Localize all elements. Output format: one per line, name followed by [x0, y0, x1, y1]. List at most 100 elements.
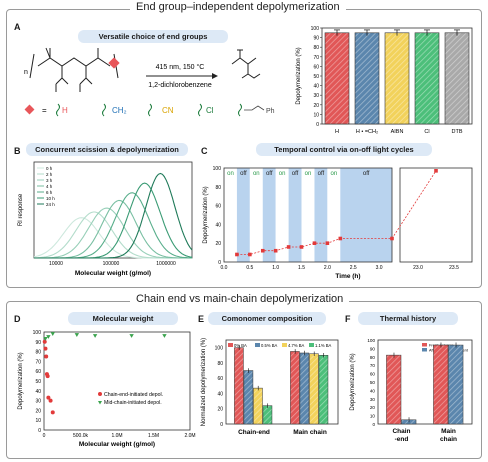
y-tick-label: 80	[217, 361, 223, 367]
panel-a-pill: Versatile choice of end groups	[78, 30, 228, 43]
state-band	[327, 168, 341, 262]
data-point	[260, 248, 265, 253]
chart-a: 0 10 20 30 40 50 60 70 80 90 100 H H • =CH₂ AIBN Cl DTB…	[296, 26, 473, 135]
data-point	[338, 236, 343, 241]
x-tick-label: Chain-end	[238, 429, 270, 436]
panel-a-scheme: n 415 nm, 150 °C 1,2-dichlorobenzene = H…	[24, 47, 275, 117]
y-tick-label: 80	[215, 185, 221, 191]
data-point	[273, 248, 278, 253]
panel-b-letter: B	[14, 146, 21, 156]
data-point	[286, 245, 291, 249]
y-tick-label: 60	[217, 376, 223, 382]
y-tick-label: 60	[313, 64, 319, 70]
y-tick-label: 70	[370, 363, 376, 368]
bar	[318, 355, 329, 425]
state-band	[400, 168, 472, 262]
y-tick-label: 60	[35, 369, 41, 375]
state-label: off	[318, 171, 325, 177]
legend-green-marker	[98, 401, 102, 405]
red-point	[46, 395, 51, 400]
x-tick-label: Main	[441, 428, 456, 435]
y-tick-label: 20	[313, 103, 319, 109]
bar	[243, 370, 254, 425]
end-group-cn: CN	[162, 106, 174, 115]
data-point	[248, 252, 252, 257]
data-point	[434, 169, 438, 173]
x-tick-label: 2.0M	[184, 433, 195, 439]
x-tick-label: Cl	[424, 129, 429, 135]
y-tick-label: 60	[370, 372, 376, 377]
svg-text:n: n	[24, 69, 28, 76]
y-tick-label: 0	[218, 260, 221, 266]
legend-diamond	[24, 104, 35, 115]
chart-b: 0 h2 h3 h4 h6 h10 h24 h 10000 100000 100000…	[18, 161, 193, 277]
panel-c-letter: C	[201, 146, 208, 156]
end-group-cl: Cl	[206, 106, 214, 115]
data-point	[235, 252, 239, 257]
legend-label: 1.1% BA	[315, 343, 332, 348]
y-tick-label: 70	[35, 359, 41, 365]
gpc-trace	[34, 207, 192, 259]
legend-swatch	[422, 348, 427, 352]
x-tick-label: DTB	[452, 129, 463, 135]
y-tick-label: 90	[370, 346, 376, 351]
x-tick-label: H	[335, 129, 339, 135]
y-tick-label: 100	[367, 338, 375, 343]
green-point	[92, 334, 98, 338]
state-label: on	[253, 171, 260, 177]
y-tick-label: 0	[38, 428, 41, 434]
state-band	[301, 168, 315, 262]
legend-label: 0 h	[46, 166, 53, 171]
chart-e: 0 20 40 60 80 100 0% BA 0.5% BA 4.7% BA 1.1% BA Ch…	[201, 338, 339, 436]
x-tick-label: Chain	[392, 428, 410, 435]
bar	[309, 353, 319, 425]
x-tick-label: 100000	[103, 261, 120, 267]
y-tick-label: 0	[220, 422, 223, 428]
chart-f: 0102030405060708090100Fresh polymerAfter…	[350, 338, 473, 443]
y-tick-label: 70	[313, 55, 319, 61]
data-point	[390, 236, 394, 241]
y-tick-label: 40	[313, 84, 319, 90]
state-band	[340, 168, 392, 262]
bar	[444, 32, 470, 125]
green-point	[129, 334, 134, 338]
state-band	[236, 168, 250, 262]
x-tick-label: 23.0	[413, 265, 423, 271]
legend-label: 0.5% BA	[261, 343, 278, 348]
bar	[448, 344, 464, 425]
legend-label: 2 h	[46, 172, 53, 177]
green-point	[162, 334, 167, 338]
y-tick-label: 20	[35, 408, 41, 414]
y-tick-label: 90	[35, 340, 41, 346]
y-tick-label: 30	[35, 399, 41, 405]
legend-red-marker	[98, 392, 102, 396]
plot-frame	[223, 167, 393, 263]
x-tick-label: 1.5	[298, 265, 305, 271]
red-point	[42, 339, 47, 344]
x-axis-label: Molecular weight (g/mol)	[75, 270, 151, 277]
panel-c-pill: Temporal control via on-off light cycles	[256, 143, 432, 156]
y-tick-label: 20	[217, 407, 223, 413]
y-tick-label: 10	[370, 414, 376, 419]
y-tick-label: 10	[313, 112, 319, 118]
y-tick-label: 100	[33, 330, 42, 336]
state-band	[249, 168, 263, 262]
legend-label: 24 h	[46, 202, 55, 207]
green-point	[74, 333, 80, 337]
x-tick-label: 1.0M	[111, 433, 122, 439]
panel-f-letter: F	[345, 314, 351, 324]
end-group-diamond	[108, 57, 120, 69]
panel-d-pill: Molecular weight	[68, 312, 178, 325]
state-label: off	[240, 171, 247, 177]
state-label: on	[305, 171, 312, 177]
y-axis-label: Depolymerization (%)	[296, 47, 302, 104]
legend-label: 3 h	[46, 178, 53, 183]
panel-d-letter: D	[14, 314, 21, 324]
gpc-trace	[34, 172, 193, 259]
x-tick-label: 2.5	[350, 265, 357, 271]
bar	[253, 387, 263, 425]
x-tick-label: 1.5M	[148, 433, 159, 439]
y-tick-label: 100	[213, 166, 222, 172]
red-point	[50, 410, 55, 415]
